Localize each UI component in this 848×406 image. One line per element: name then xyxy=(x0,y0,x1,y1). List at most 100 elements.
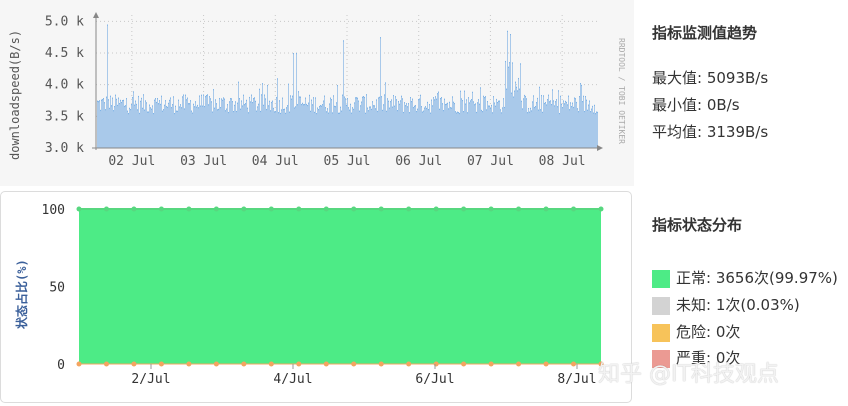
speed-bar xyxy=(127,110,128,148)
speed-bar xyxy=(580,83,581,148)
speed-bar xyxy=(362,96,363,148)
speed-bar xyxy=(475,103,476,148)
speed-line-segment xyxy=(457,111,458,113)
speed-bar xyxy=(435,96,436,148)
speed-bar xyxy=(593,112,594,148)
speed-line-segment xyxy=(433,97,434,99)
speed-bar xyxy=(296,53,297,148)
legend-item-normal[interactable]: 正常: 3656次(99.97%) xyxy=(652,266,838,290)
speed-line-segment xyxy=(196,106,197,108)
normal-marker xyxy=(76,206,82,212)
speed-bar xyxy=(259,88,260,148)
speed-line-segment xyxy=(546,104,547,106)
normal-marker xyxy=(433,206,439,212)
speed-line-segment xyxy=(421,106,422,108)
speed-bar xyxy=(407,106,408,148)
speed-line-segment xyxy=(521,100,522,103)
speed-bar xyxy=(509,62,510,148)
speed-line-segment xyxy=(212,111,213,113)
speed-line-segment xyxy=(149,104,150,106)
speed-line-segment xyxy=(301,104,302,106)
speed-line-segment xyxy=(266,108,267,111)
speed-line-segment xyxy=(503,98,504,100)
speed-line-segment xyxy=(468,97,469,99)
speed-bar xyxy=(429,104,430,148)
legend-label: 危险: 0次 xyxy=(676,323,741,341)
speed-bar xyxy=(269,100,270,148)
speed-bar xyxy=(369,106,370,148)
speed-bar xyxy=(399,103,400,148)
speed-bar xyxy=(143,94,144,148)
speed-bar xyxy=(357,97,358,148)
speed-bar xyxy=(288,83,289,148)
speed-line-segment xyxy=(300,96,301,98)
speed-line-segment xyxy=(285,112,286,115)
speed-bar xyxy=(186,99,187,148)
speed-bar xyxy=(98,101,99,148)
speed-bar xyxy=(519,88,520,148)
speed-bar xyxy=(585,96,586,148)
legend-item-unknown[interactable]: 未知: 1次(0.03%) xyxy=(652,293,800,317)
speed-bar xyxy=(191,110,192,148)
speed-line-segment xyxy=(103,98,104,100)
legend-item-critical[interactable]: 严重: 0次 xyxy=(652,346,740,370)
speed-line-segment xyxy=(436,98,437,100)
speed-line-segment xyxy=(188,103,189,105)
speed-bar xyxy=(299,96,300,148)
speed-line-segment xyxy=(195,101,196,103)
speed-line-segment xyxy=(207,94,208,96)
speed-line-segment xyxy=(459,112,460,115)
speed-bar xyxy=(372,101,373,148)
speed-bar xyxy=(445,103,446,148)
speed-bar xyxy=(175,105,176,148)
speed-bar xyxy=(262,83,263,148)
speed-line-segment xyxy=(129,107,130,110)
speed-line-segment xyxy=(423,110,424,112)
speed-bar xyxy=(177,110,178,148)
speed-bar xyxy=(483,95,484,148)
x-tick-labels: 2/Jul 4/Jul 6/Jul 8/Jul xyxy=(131,364,597,387)
speed-bar xyxy=(318,109,319,148)
speed-bar xyxy=(290,95,291,148)
speed-line-segment xyxy=(342,94,343,96)
speed-line-segment xyxy=(430,112,431,114)
speed-bar xyxy=(426,107,427,148)
speed-line-segment xyxy=(389,107,390,109)
speed-line-segment xyxy=(471,99,472,101)
speed-bar xyxy=(531,110,532,148)
speed-bar xyxy=(390,101,391,148)
speed-bar xyxy=(447,102,448,148)
legend-item-danger[interactable]: 危险: 0次 xyxy=(652,320,740,344)
speed-line-segment xyxy=(398,101,399,103)
speed-bar xyxy=(254,97,255,148)
speed-bar xyxy=(328,112,329,148)
speed-line-segment xyxy=(217,109,218,111)
speed-bar xyxy=(220,107,221,148)
speed-bar xyxy=(452,96,453,148)
speed-line-segment xyxy=(118,97,119,99)
speed-line-segment xyxy=(465,103,466,105)
speed-line-segment xyxy=(280,112,281,115)
speed-line-segment xyxy=(151,108,152,110)
speed-bar xyxy=(130,109,131,148)
speed-bar xyxy=(280,112,281,148)
speed-line-segment xyxy=(594,104,595,107)
speed-line-segment xyxy=(156,101,157,104)
speed-line-segment xyxy=(260,110,261,113)
speed-line-segment xyxy=(393,95,394,97)
speed-bar xyxy=(263,104,264,148)
y-tick-label: 50 xyxy=(49,281,65,296)
speed-bar xyxy=(366,94,367,148)
speed-line-segment xyxy=(243,94,244,96)
speed-line-segment xyxy=(237,102,238,104)
speed-line-segment xyxy=(538,109,539,111)
speed-line-segment xyxy=(133,91,134,93)
speed-line-segment xyxy=(146,102,147,104)
speed-bar xyxy=(287,105,288,148)
speed-line-segment xyxy=(138,95,139,98)
speed-bar xyxy=(182,96,183,148)
speed-bar xyxy=(573,106,574,148)
speed-line-segment xyxy=(143,94,144,96)
speed-line-segment xyxy=(312,104,313,106)
speed-line-segment xyxy=(378,97,379,99)
